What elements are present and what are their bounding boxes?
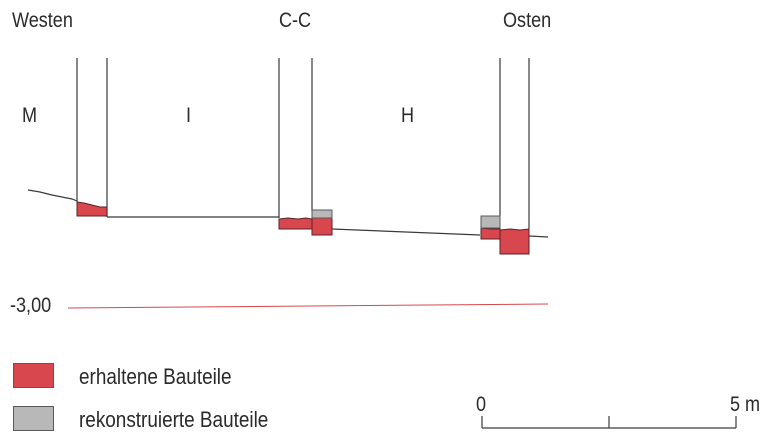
level-label: -3,00: [10, 294, 52, 317]
room-label-i: I: [186, 104, 192, 127]
preserved-block-west: [76, 201, 108, 217]
legend-label-reconstructed: rekonstruierte Bauteile: [79, 407, 269, 432]
scale-bar: [481, 416, 737, 429]
scale-label-start: 0: [476, 393, 487, 416]
level-line: [67, 303, 549, 309]
preserved-block-cut-floor: [278, 217, 313, 230]
reconstructed-parts: [311, 209, 501, 229]
terrain-line: [27, 189, 78, 202]
legend-swatch-preserved: [13, 363, 54, 388]
floor-line-h: [331, 228, 481, 236]
reconstructed-block-east: [480, 215, 501, 229]
reconstructed-block-cut: [311, 209, 333, 219]
label-section-cut: C-C: [279, 9, 312, 32]
preserved-parts: [76, 201, 530, 255]
room-label-h: H: [401, 104, 415, 127]
wall-lines: [76, 58, 530, 229]
room-label-m: M: [22, 104, 38, 127]
label-east: Osten: [503, 9, 552, 32]
preserved-block-cut-wall: [311, 217, 333, 236]
legend-label-preserved: erhaltene Bauteile: [79, 364, 232, 389]
preserved-block-east-floor: [480, 227, 501, 240]
preserved-block-east-wall: [499, 228, 530, 255]
scale-label-end: 5 m: [730, 393, 761, 416]
legend-swatch-reconstructed: [13, 406, 54, 431]
label-west: Westen: [12, 9, 73, 32]
floor-line-east: [528, 235, 549, 238]
